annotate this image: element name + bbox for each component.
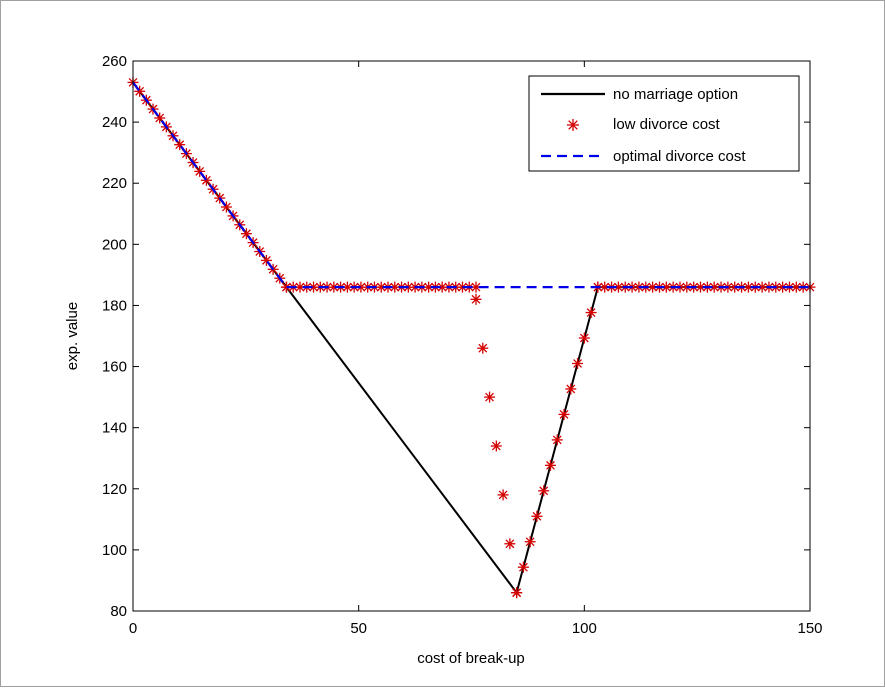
series-marker-low-divorce	[375, 281, 387, 293]
series-marker-low-divorce	[280, 281, 292, 293]
y-tick-label: 240	[102, 114, 127, 131]
y-tick-label: 260	[102, 53, 127, 70]
legend-marker-low-divorce	[567, 119, 579, 131]
series-marker-low-divorce	[572, 358, 584, 369]
x-tick-label: 150	[797, 620, 822, 637]
y-tick-label: 120	[102, 481, 127, 498]
series-marker-low-divorce	[484, 391, 496, 403]
series-marker-low-divorce	[470, 293, 482, 305]
y-tick-label: 80	[110, 603, 127, 620]
series-marker-low-divorce	[497, 489, 509, 501]
series-marker-low-divorce	[294, 281, 306, 293]
x-tick-label: 0	[129, 620, 137, 637]
y-tick-label: 160	[102, 359, 127, 376]
series-marker-low-divorce	[490, 440, 502, 452]
y-tick-label: 140	[102, 420, 127, 437]
x-tick-label: 100	[572, 620, 597, 637]
legend-label-optimal: optimal divorce cost	[613, 148, 746, 165]
series-marker-low-divorce	[544, 459, 556, 471]
series-marker-low-divorce	[695, 281, 707, 293]
x-tick-label: 50	[350, 620, 367, 637]
series-marker-low-divorce	[538, 485, 550, 497]
series-marker-low-divorce	[477, 342, 489, 354]
series-marker-low-divorce	[551, 434, 563, 446]
series-marker-low-divorce	[585, 307, 597, 319]
series-marker-low-divorce	[504, 538, 516, 550]
y-tick-label: 200	[102, 236, 127, 253]
series-marker-low-divorce	[200, 174, 212, 186]
series-marker-low-divorce	[531, 510, 543, 522]
series-marker-low-divorce	[578, 332, 590, 344]
series-marker-low-divorce	[558, 408, 570, 420]
legend: no marriage option low divorce cost opti…	[528, 75, 800, 172]
series-line-optimal	[132, 81, 810, 289]
legend-label-no-marriage: no marriage option	[613, 86, 738, 103]
y-axis-label: exp. value	[64, 302, 81, 370]
y-tick-label: 180	[102, 297, 127, 314]
series-marker-low-divorce	[511, 587, 523, 599]
series-marker-low-divorce	[517, 561, 529, 573]
legend-label-low-divorce: low divorce cost	[613, 116, 721, 133]
legend-star-marker	[567, 119, 579, 131]
series-marker-low-divorce	[524, 536, 536, 548]
series-marker-low-divorce	[565, 383, 577, 395]
plot-frame	[132, 60, 811, 612]
series-marker-low-divorce	[436, 281, 448, 293]
y-tick-label: 220	[102, 175, 127, 192]
x-axis-label: cost of break-up	[417, 650, 525, 667]
series-marker-low-divorce	[220, 201, 232, 213]
y-tick-label: 100	[102, 542, 127, 559]
